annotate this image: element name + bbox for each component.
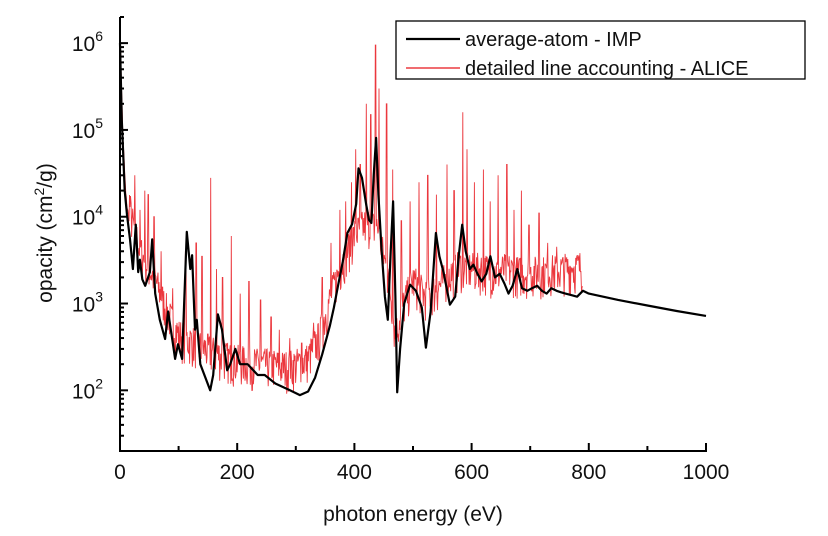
x-tick-label: 200	[220, 461, 255, 484]
legend: average-atom - IMP detailed line account…	[395, 20, 806, 80]
legend-box	[395, 20, 806, 80]
series-line-imp	[118, 43, 707, 397]
x-ticks: 0 200 400 600 800 1000	[114, 443, 729, 484]
y-tick-label: 103	[72, 289, 103, 317]
y-axis-title: opacity (cm2/g)	[31, 163, 57, 303]
y-axis-title-main: opacity (cm	[34, 195, 57, 302]
y-tick-label: 106	[72, 28, 103, 56]
x-tick-label: 800	[571, 461, 606, 484]
x-tick-label: 400	[337, 461, 372, 484]
x-tick-label: 0	[114, 461, 126, 484]
y-axis-title-superscript: 2	[31, 187, 47, 195]
x-axis-title: photon energy (eV)	[323, 503, 503, 526]
y-axis-title-tail: /g)	[34, 163, 57, 188]
legend-label-imp: average-atom - IMP	[465, 29, 642, 51]
legend-label-alice: detailed line accounting - ALICE	[465, 58, 749, 80]
y-ticks: 102 103 104 105 106	[72, 16, 128, 452]
series-line-alice	[119, 36, 583, 394]
axes	[119, 16, 707, 452]
y-tick-label: 105	[72, 115, 103, 143]
x-tick-label: 600	[454, 461, 489, 484]
y-tick-label: 104	[72, 202, 103, 230]
plot-area	[118, 36, 707, 397]
y-tick-label: 102	[72, 375, 103, 403]
x-tick-label: 1000	[683, 461, 730, 484]
